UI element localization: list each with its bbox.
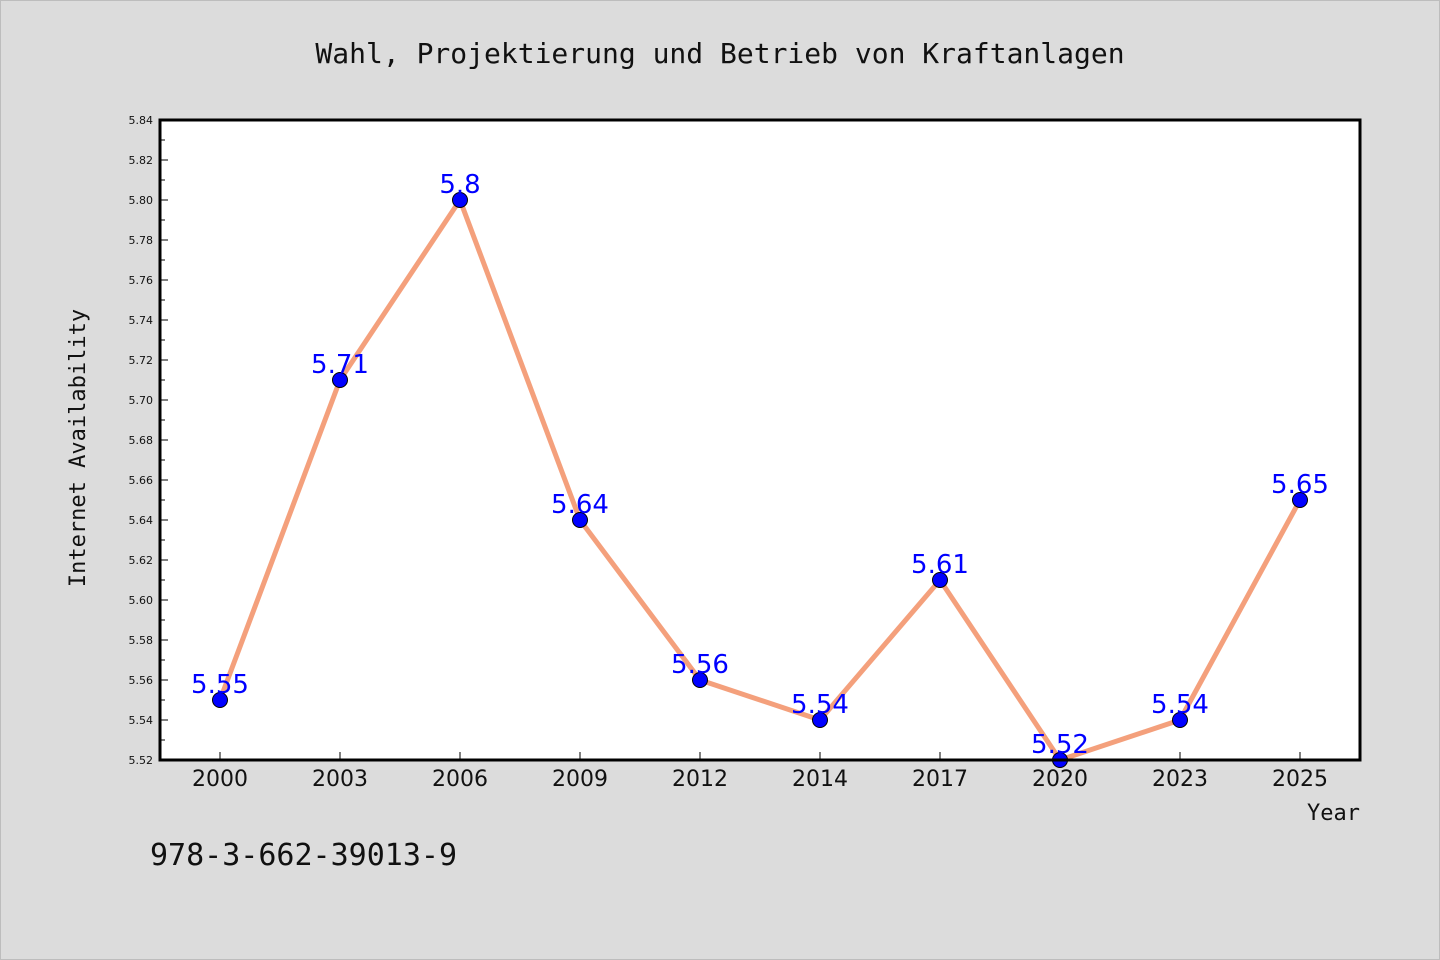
y-tick-label: 5.54 [129,714,154,727]
data-label: 5.64 [551,490,609,520]
data-label: 5.61 [911,550,969,580]
data-point [1172,712,1188,728]
y-tick-label: 5.66 [129,474,154,487]
data-point [932,572,948,588]
data-point [332,372,348,388]
plot-frame [158,118,1362,762]
y-tick-label: 5.68 [129,434,154,447]
data-label: 5.52 [1031,730,1089,760]
y-tick-label: 5.58 [129,634,154,647]
y-tick-label: 5.64 [129,514,154,527]
x-tick-label: 2023 [1152,767,1208,792]
series-line-group [217,197,1303,763]
x-tick-label: 2009 [552,767,608,792]
x-tick-label: 2006 [432,767,488,792]
y-axis-label: Internet Availability [66,309,91,587]
data-label: 5.65 [1271,470,1329,500]
x-axis: 2000 2003 2006 2009 2012 2014 2017 2020 2023 2025 [192,752,1328,792]
plot-area [160,120,1360,760]
data-label: 5.55 [191,670,249,700]
y-tick-label: 5.72 [129,354,154,367]
data-label: 5.54 [1151,690,1209,720]
x-axis-label: Year [1307,801,1360,826]
x-tick-label: 2000 [192,767,248,792]
data-label: 5.56 [671,650,729,680]
data-label: 5.54 [791,690,849,720]
y-tick-label: 5.62 [129,554,154,567]
y-tick-label: 5.74 [129,314,154,327]
y-tick-label: 5.70 [129,394,154,407]
data-label: 5.71 [311,350,369,380]
y-tick-label: 5.80 [129,194,154,207]
data-point [692,672,708,688]
data-label-group: 5.55 5.71 5.8 5.64 5.56 5.54 5.61 5.52 5.54 5.65 [191,170,1329,760]
data-label: 5.8 [439,170,480,200]
y-tick-label: 5.60 [129,594,154,607]
marker-group [212,192,1308,768]
x-tick-label: 2025 [1272,767,1328,792]
data-point [572,512,588,528]
x-tick-label: 2014 [792,767,848,792]
x-tick-label: 2003 [312,767,368,792]
footer-isbn: 978-3-662-39013-9 [150,838,457,873]
y-tick-label: 5.76 [129,274,154,287]
y-tick-label: 5.56 [129,674,154,687]
y-tick-label: 5.84 [129,114,154,127]
data-point [212,692,228,708]
y-tick-label: 5.82 [129,154,154,167]
data-point [812,712,828,728]
y-tick-label: 5.52 [129,754,154,767]
x-tick-label: 2017 [912,767,968,792]
series-line [217,197,1303,763]
data-point [1292,492,1308,508]
x-tick-label: 2012 [672,767,728,792]
x-tick-label: 2020 [1032,767,1088,792]
data-point [452,192,468,208]
chart-title: Wahl, Projektierung und Betrieb von Kraf… [315,37,1124,70]
y-tick-label: 5.78 [129,234,154,247]
